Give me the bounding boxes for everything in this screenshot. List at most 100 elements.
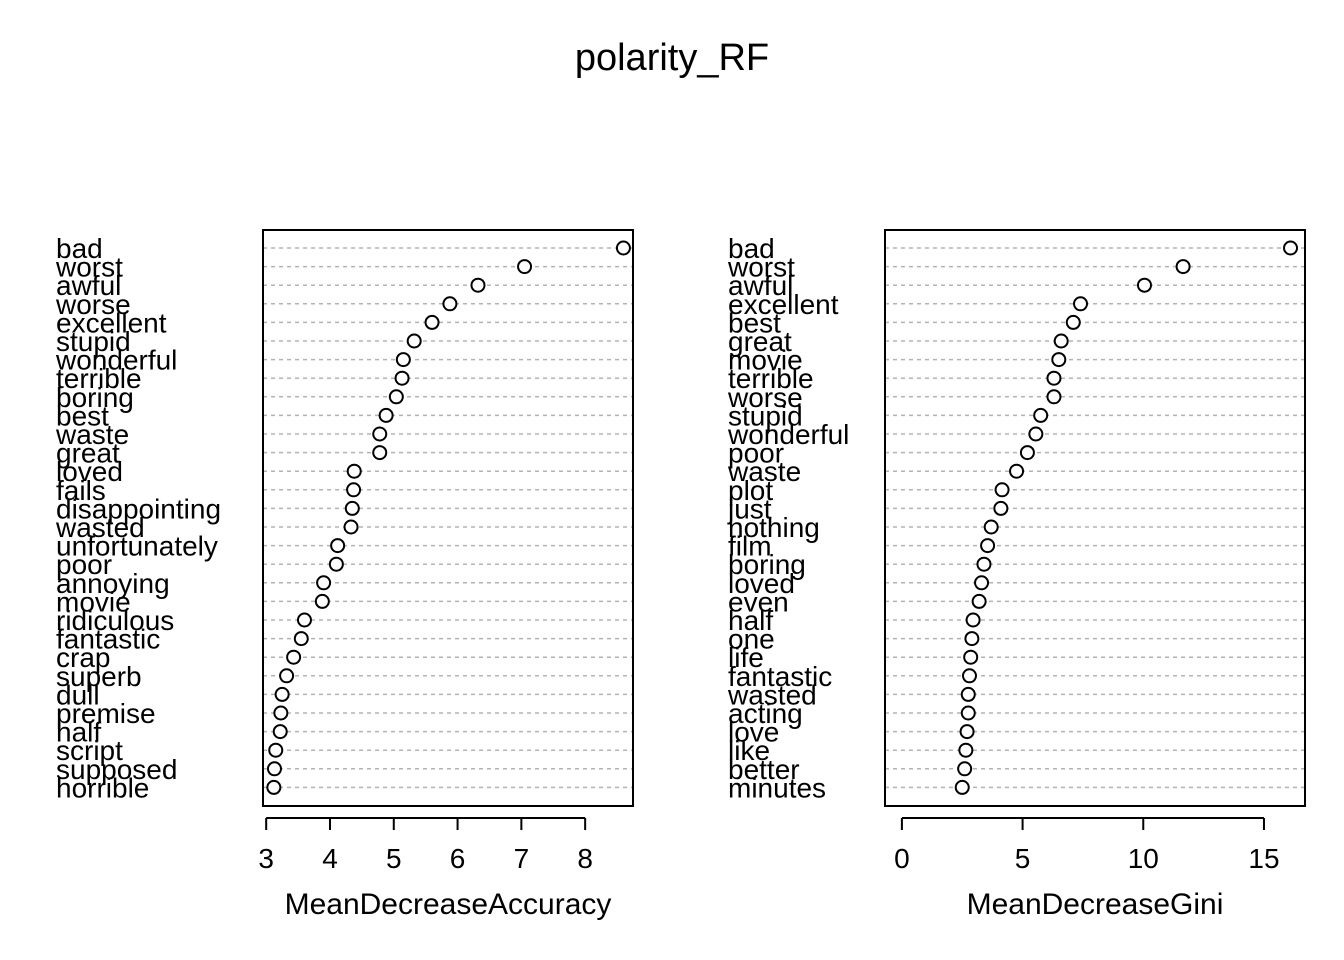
row-label: excellent [56,307,167,338]
data-point [1051,352,1067,368]
row-label: waste [727,456,801,487]
row-label: bad [56,233,103,264]
data-point [1033,407,1049,423]
row-label: stupid [56,326,131,357]
row-label: supposed [56,754,177,785]
row-label: best [56,400,109,431]
data-point [372,426,388,442]
data-point [961,668,977,684]
row-label: boring [56,382,134,413]
data-point [960,686,976,702]
x-axis-title: MeanDecreaseAccuracy [285,888,612,921]
row-label: love [728,717,779,748]
plot-frame [884,229,1306,807]
row-label: fails [56,475,106,506]
data-point [330,538,346,554]
row-label: terrible [56,363,142,394]
chart-title: polarity_RF [575,37,769,79]
data-point [343,519,359,535]
data-point [272,724,288,740]
data-point [965,612,981,628]
data-point [974,575,990,591]
row-label: premise [56,698,156,729]
data-point [442,296,458,312]
data-point [1009,463,1025,479]
x-axis-title: MeanDecreaseGini [967,888,1224,921]
row-label: just [727,493,772,524]
data-point [346,482,362,498]
row-label: life [728,642,764,673]
data-point [395,352,411,368]
data-point [963,649,979,665]
row-label: movie [728,345,803,376]
x-tick-label: 15 [1248,843,1279,874]
data-point [959,724,975,740]
row-label: dull [56,679,100,710]
data-point [994,482,1010,498]
row-label: superb [56,661,142,692]
row-label: like [728,735,770,766]
row-label: fantastic [56,624,160,655]
row-label: terrible [728,363,814,394]
gini-panel: badworstawfulexcellentbestgreatmovieterr… [727,229,1306,921]
row-label: loved [728,568,795,599]
row-label: annoying [56,568,170,599]
data-point [1136,277,1152,293]
row-label: horrible [56,772,149,803]
data-point [344,500,360,516]
data-point [293,631,309,647]
data-point [424,314,440,330]
x-tick-label: 5 [1015,843,1031,874]
row-label: half [728,605,773,636]
row-label: film [728,531,772,562]
data-point [346,463,362,479]
data-point [958,742,974,758]
row-label: awful [56,270,121,301]
x-tick-label: 0 [894,843,910,874]
data-point [971,593,987,609]
row-label: great [728,326,792,357]
x-tick-label: 4 [322,843,338,874]
data-point [964,631,980,647]
data-point [983,519,999,535]
x-tick-label: 7 [514,843,530,874]
row-label: awful [728,270,793,301]
data-point [993,500,1009,516]
x-tick-label: 6 [450,843,466,874]
row-label: stupid [728,400,803,431]
data-point [615,240,631,256]
row-label: even [728,586,789,617]
x-tick-label: 3 [258,843,274,874]
data-point [394,370,410,386]
data-point [1065,314,1081,330]
row-label: plot [728,475,773,506]
row-label: better [728,754,800,785]
accuracy-panel: badworstawfulworseexcellentstupidwonderf… [55,229,634,921]
data-point [1046,389,1062,405]
data-point [1028,426,1044,442]
data-point [960,705,976,721]
data-point [1283,240,1299,256]
row-label: disappointing [56,493,221,524]
data-point [279,668,295,684]
row-label: loved [56,456,123,487]
row-label: movie [56,586,131,617]
row-label: bad [728,233,775,264]
data-point [273,705,289,721]
data-point [517,259,533,275]
row-label: wasted [55,512,145,543]
row-label: worse [727,382,803,413]
data-point [1019,445,1035,461]
row-label: acting [728,698,803,729]
row-label: wonderful [727,419,849,450]
x-tick-label: 10 [1128,843,1159,874]
row-label: poor [56,549,112,580]
row-label: excellent [728,289,839,320]
data-point [378,407,394,423]
row-label: worst [727,252,795,283]
data-point [286,649,302,665]
data-point [1046,370,1062,386]
data-point [954,779,970,795]
row-label: waste [55,419,129,450]
